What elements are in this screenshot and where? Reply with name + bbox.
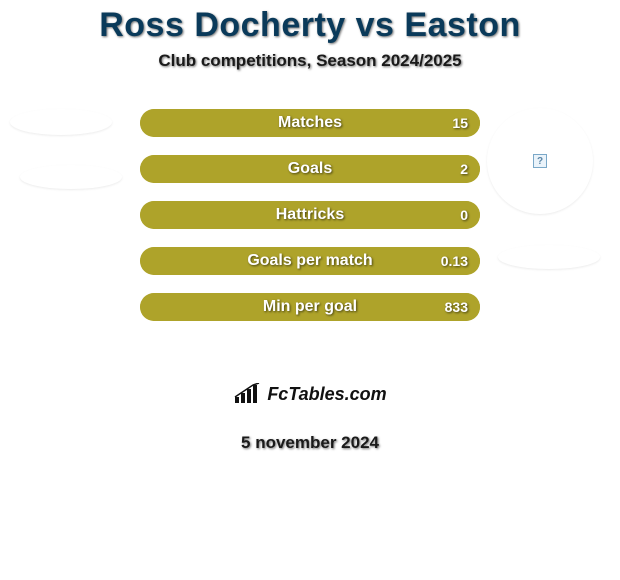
stat-bar-row: Goals2 [140,155,480,183]
player-right-ellipse [498,245,600,269]
stat-bars: Matches15 Goals2 Hattricks0 Goals per match… [140,109,480,339]
stat-bar-row: Goals per match0.13 [140,247,480,275]
stat-bar-value: 2 [460,155,468,183]
player-left-ellipse-2 [20,165,122,189]
stat-bar-row: Hattricks0 [140,201,480,229]
stat-bar-label: Min per goal [140,293,480,321]
fctables-logo: FcTables.com [202,373,418,415]
bar-chart-icon [233,383,261,405]
logo-text: FcTables.com [267,384,386,405]
stat-bar-value: 0 [460,201,468,229]
player-right-avatar: ? [487,108,593,214]
stat-bar-row: Min per goal833 [140,293,480,321]
stat-bar-value: 0.13 [441,247,468,275]
stat-bar-label: Goals per match [140,247,480,275]
stat-bar-label: Matches [140,109,480,137]
date-line: 5 november 2024 [0,433,620,453]
subtitle: Club competitions, Season 2024/2025 [0,51,620,71]
stat-bar-label: Hattricks [140,201,480,229]
page-title: Ross Docherty vs Easton [0,0,620,45]
player-left-ellipse-1 [10,109,112,135]
image-placeholder-icon: ? [533,154,547,168]
stat-bar-value: 833 [445,293,468,321]
comparison-stage: ? Matches15 Goals2 Hattricks0 Goals per mat… [0,109,620,369]
stat-bar-row: Matches15 [140,109,480,137]
stat-bar-label: Goals [140,155,480,183]
stat-bar-value: 15 [452,109,468,137]
